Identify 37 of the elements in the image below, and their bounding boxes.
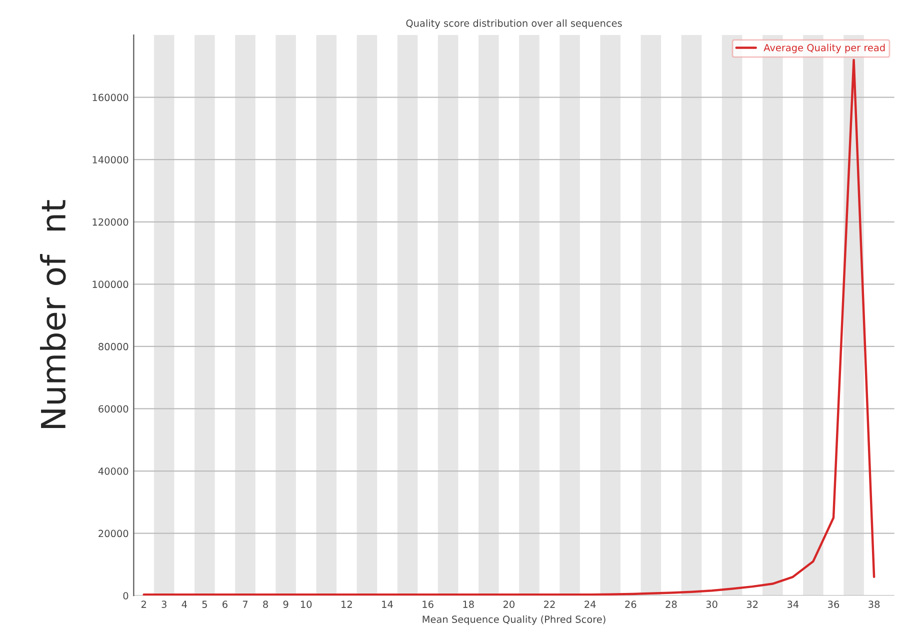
y-tick-label: 60000: [98, 405, 128, 413]
x-tick-label: 22: [544, 600, 555, 608]
y-tick-label: 100000: [92, 280, 128, 288]
x-tick-label: 38: [868, 600, 880, 608]
x-tick-label: 6: [222, 600, 228, 608]
legend-label: Average Quality per read: [764, 44, 885, 54]
x-tick-label: 12: [342, 600, 352, 608]
x-tick-label: 20: [503, 600, 514, 608]
x-tick-label: 4: [182, 600, 187, 608]
y-tick-label: 40000: [98, 468, 128, 475]
x-tick-label: 8: [263, 600, 268, 608]
y-axis-title: Number of nt: [40, 200, 66, 428]
y-tick-label: 80000: [98, 342, 128, 350]
y-tick-label: 0: [123, 592, 128, 600]
chart-title: Quality score distribution over all sequences: [406, 19, 622, 29]
x-tick-label: 26: [625, 600, 636, 608]
x-tick-label: 14: [382, 600, 393, 608]
y-tick-label: 160000: [92, 94, 128, 102]
x-tick-label: 36: [828, 600, 840, 608]
x-tick-label: 7: [242, 600, 248, 608]
x-tick-label: 24: [584, 600, 596, 608]
x-tick-label: 10: [300, 600, 312, 608]
x-tick-label: 9: [283, 600, 288, 608]
y-tick-label: 120000: [92, 218, 128, 226]
y-tick-label: 140000: [92, 156, 128, 164]
x-tick-label: 34: [787, 600, 799, 608]
x-tick-label: 5: [202, 600, 207, 608]
x-tick-label: 28: [666, 600, 677, 608]
x-axis-title: Mean Sequence Quality (Phred Score): [422, 615, 606, 625]
y-tick-label: 20000: [98, 530, 128, 538]
x-tick-label: 2: [141, 600, 146, 608]
x-tick-label: 30: [706, 600, 718, 608]
line-series: [142, 58, 876, 596]
x-tick-label: 16: [422, 600, 434, 608]
x-tick-label: 18: [463, 600, 474, 608]
x-tick-label: 32: [746, 600, 758, 608]
x-tick-label: 3: [162, 600, 166, 608]
